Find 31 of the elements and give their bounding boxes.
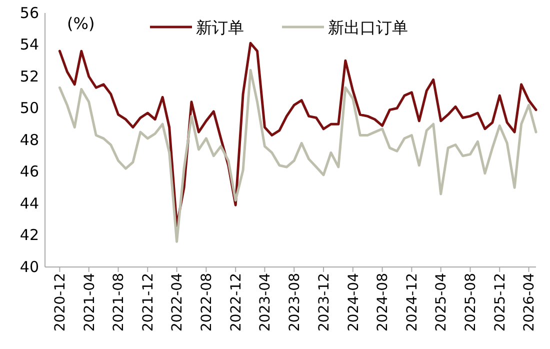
x-tick-label: 2024-04 — [346, 272, 362, 332]
y-tick-label: 52 — [20, 67, 39, 86]
x-tick-label: 2022-08 — [199, 273, 216, 332]
x-tick-label: 2022-04 — [170, 272, 186, 332]
y-tick-label: 42 — [20, 226, 39, 244]
x-tick-label: 2025-12 — [492, 273, 509, 332]
x-tick-label: 2023-08 — [287, 273, 304, 332]
line-series — [58, 68, 538, 243]
x-tick-label: 2024-08 — [375, 273, 392, 332]
y-tick-label: 44 — [20, 194, 39, 212]
y-tick-label: 50 — [20, 99, 39, 118]
annotation: (%) — [67, 14, 95, 33]
x-tick-label: 2021-12 — [140, 273, 157, 332]
x-tick-label: 2026-04 — [522, 272, 538, 332]
legend-label: 新出口订单 — [328, 18, 408, 37]
x-tick-label: 2023-12 — [316, 273, 332, 332]
x-tick-label: 2020-12 — [52, 273, 69, 332]
x-tick-label: 2024-12 — [404, 273, 421, 332]
y-tick-label: 56 — [20, 4, 39, 22]
x-tick-label: 2021-08 — [111, 273, 128, 332]
x-tick-label: 2021-04 — [82, 272, 98, 332]
y-tick-label: 46 — [20, 162, 39, 181]
y-tick-label: 40 — [20, 258, 39, 276]
x-tick-label: 2025-04 — [434, 272, 450, 332]
line-series — [58, 42, 538, 227]
x-tick-label: 2022-12 — [228, 273, 244, 332]
y-tick-label: 54 — [20, 36, 39, 54]
legend-label: 新订单 — [196, 18, 244, 37]
y-tick-label: 48 — [20, 130, 39, 149]
x-tick-label: 2023-04 — [258, 272, 274, 332]
x-tick-label: 2025-08 — [463, 273, 480, 332]
